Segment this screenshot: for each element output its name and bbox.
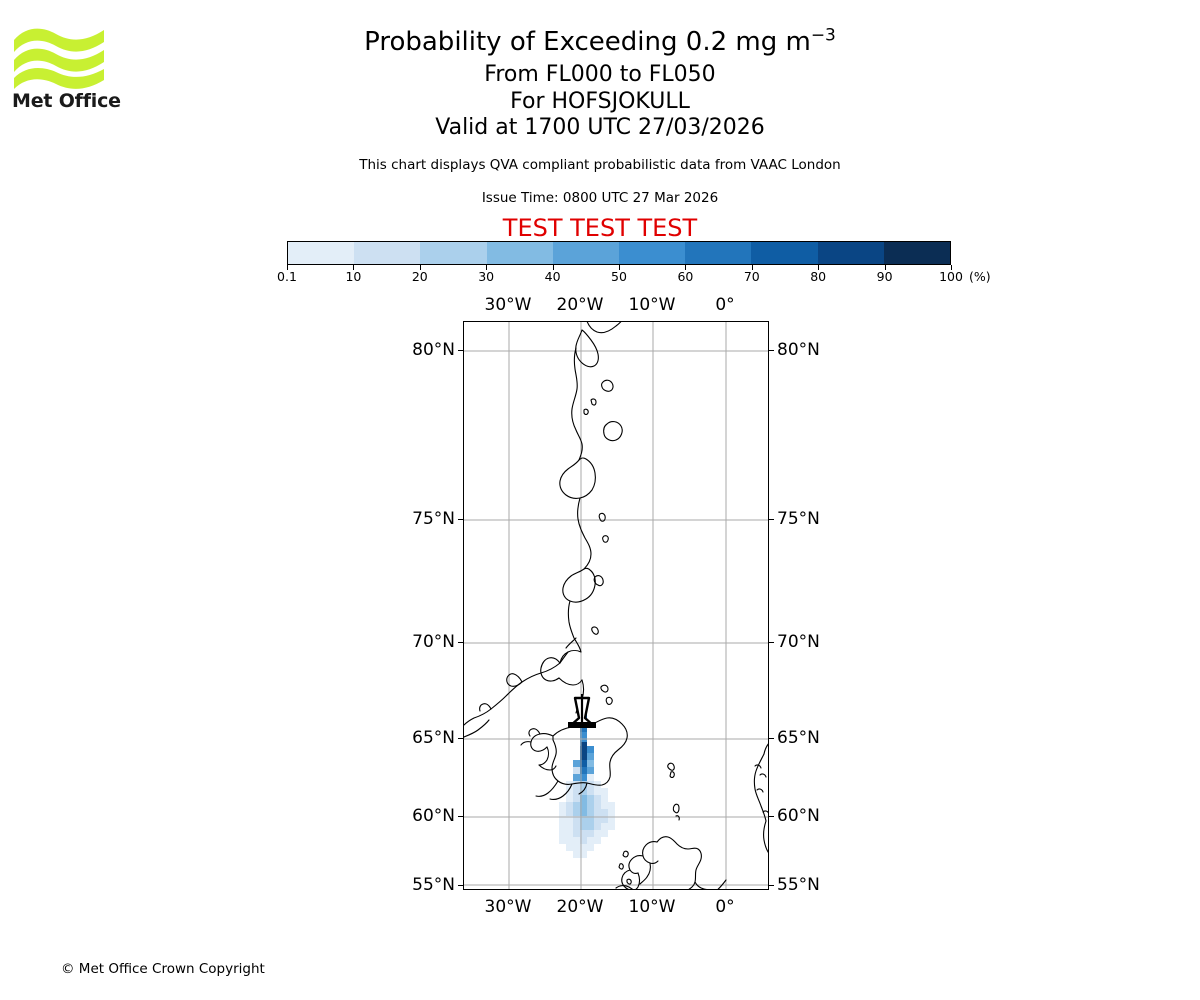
probability-colorbar xyxy=(287,241,951,265)
colorbar-tick-20 xyxy=(419,265,421,270)
coastline-paths xyxy=(464,322,768,889)
lat-label-left-55°N: 55°N xyxy=(412,875,455,895)
lat-tick-left-75°N xyxy=(458,519,463,520)
colorbar-tick-label-100: 100 xyxy=(939,269,963,284)
lat-tick-right-55°N xyxy=(769,885,774,886)
lat-tick-left-55°N xyxy=(458,885,463,886)
lon-label-top-10°W: 10°W xyxy=(628,295,676,315)
colorbar-tick-50 xyxy=(619,265,620,270)
colorbar-band-1 xyxy=(354,242,421,264)
colorbar-band-9 xyxy=(883,242,951,264)
colorbar-band-5 xyxy=(619,242,686,264)
colorbar-tick-40 xyxy=(552,265,554,270)
lat-tick-right-80°N xyxy=(769,350,774,351)
lat-label-right-80°N: 80°N xyxy=(777,340,820,360)
lon-label-top-20°W: 20°W xyxy=(556,295,604,315)
ash-probability-plume xyxy=(559,711,615,858)
map-canvas xyxy=(464,322,768,889)
colorbar-tick-80 xyxy=(818,265,820,270)
flight-level-range: From FL000 to FL050 xyxy=(484,62,716,87)
map-plot-area[interactable] xyxy=(463,321,769,890)
page-title-text: Probability of Exceeding 0.2 mg m xyxy=(364,27,811,57)
colorbar-tick-100 xyxy=(951,265,952,270)
qva-compliance-note: This chart displays QVA compliant probab… xyxy=(359,157,841,173)
lat-label-left-75°N: 75°N xyxy=(412,509,455,529)
lon-label-top-30°W: 30°W xyxy=(484,295,532,315)
colorbar-tick-label-30: 30 xyxy=(478,269,495,284)
colorbar-unit-label: (%) xyxy=(969,269,991,284)
lat-tick-right-70°N xyxy=(769,642,774,643)
colorbar-tick-label-60: 60 xyxy=(677,269,694,284)
lat-tick-left-70°N xyxy=(458,642,463,643)
colorbar-tick-label-80: 80 xyxy=(810,269,827,284)
lat-label-right-70°N: 70°N xyxy=(777,632,820,652)
lat-label-right-60°N: 60°N xyxy=(777,806,820,826)
lon-label-bottom-20°W: 20°W xyxy=(556,897,604,917)
lon-label-bottom-0°: 0° xyxy=(715,897,735,917)
met-office-logo xyxy=(12,22,122,112)
lat-label-left-65°N: 65°N xyxy=(412,728,455,748)
colorbar-tick-label-0.1: 0.1 xyxy=(277,269,297,284)
colorbar-band-8 xyxy=(817,242,884,264)
lat-label-left-60°N: 60°N xyxy=(412,806,455,826)
colorbar-band-3 xyxy=(486,242,553,264)
colorbar-tick-90 xyxy=(884,265,886,270)
lon-label-top-0°: 0° xyxy=(715,295,735,315)
volcano-marker-icon xyxy=(568,694,596,728)
met-office-wave-icon xyxy=(14,28,104,89)
colorbar-tick-60 xyxy=(685,265,687,270)
test-banner: TEST TEST TEST xyxy=(502,214,698,242)
lat-tick-right-65°N xyxy=(769,738,774,739)
copyright-text: © Met Office Crown Copyright xyxy=(61,961,265,977)
volcano-subtitle: For HOFSJOKULL xyxy=(510,89,690,114)
colorbar-tick-label-90: 90 xyxy=(876,269,893,284)
colorbar-gradient xyxy=(287,241,951,265)
map-graticule xyxy=(464,322,768,889)
colorbar-band-7 xyxy=(751,242,818,264)
lat-label-right-55°N: 55°N xyxy=(777,875,820,895)
colorbar-tick-30 xyxy=(486,265,488,270)
page-title-exponent: −3 xyxy=(810,25,836,46)
lat-tick-right-75°N xyxy=(769,519,774,520)
lat-tick-right-60°N xyxy=(769,816,774,817)
colorbar-tick-label-20: 20 xyxy=(411,269,428,284)
lat-label-right-65°N: 65°N xyxy=(777,728,820,748)
colorbar-band-2 xyxy=(420,242,487,264)
page-title: Probability of Exceeding 0.2 mg m−3 xyxy=(0,27,1200,57)
colorbar-tick-label-10: 10 xyxy=(345,269,362,284)
colorbar-tick-label-70: 70 xyxy=(743,269,760,284)
valid-time-subtitle: Valid at 1700 UTC 27/03/2026 xyxy=(435,115,765,140)
colorbar-tick-axis: 0.1 10 20 30 40 50 60 70 80 90 100 xyxy=(277,265,963,284)
lat-tick-left-60°N xyxy=(458,816,463,817)
colorbar-band-6 xyxy=(685,242,752,264)
met-office-wordmark: Met Office xyxy=(12,90,121,112)
lon-label-bottom-10°W: 10°W xyxy=(628,897,676,917)
colorbar-tick-label-40: 40 xyxy=(544,269,561,284)
colorbar-band-4 xyxy=(552,242,620,264)
lat-label-left-70°N: 70°N xyxy=(412,632,455,652)
lat-label-right-75°N: 75°N xyxy=(777,509,820,529)
lat-label-left-80°N: 80°N xyxy=(412,340,455,360)
colorbar-tick-70 xyxy=(751,265,753,270)
lat-tick-left-80°N xyxy=(458,350,463,351)
colorbar-tick-10 xyxy=(353,265,355,270)
lat-tick-left-65°N xyxy=(458,738,463,739)
colorbar-tick-label-50: 50 xyxy=(611,269,627,284)
issue-time-text: Issue Time: 0800 UTC 27 Mar 2026 xyxy=(481,190,719,206)
colorbar-band-0 xyxy=(288,242,355,264)
colorbar-tick-0.1 xyxy=(287,265,288,270)
lon-label-bottom-30°W: 30°W xyxy=(484,897,532,917)
